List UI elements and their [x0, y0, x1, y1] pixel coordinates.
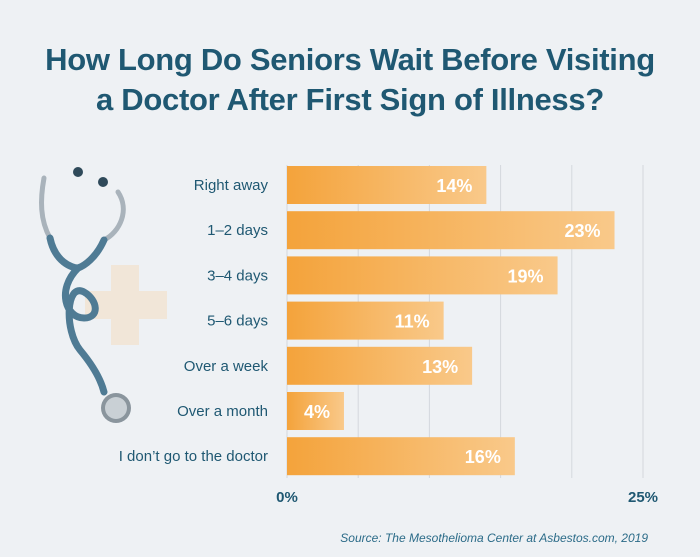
tick-label: 0%	[276, 489, 298, 506]
bars-group: 14% 23% 19% 11% 13% 4% 16%	[287, 166, 615, 476]
value-label: 16%	[465, 447, 501, 467]
category-label: 1–2 days	[207, 222, 268, 239]
axis-tick-labels: 0% 25%	[276, 489, 658, 506]
bar	[287, 346, 473, 385]
value-label: 11%	[395, 312, 430, 332]
category-label: Right away	[194, 177, 269, 194]
title-line-2: a Doctor After First Sign of Illness?	[96, 82, 604, 117]
bar	[287, 437, 515, 476]
title-line-1: How Long Do Seniors Wait Before Visiting	[45, 42, 655, 77]
value-label: 13%	[422, 357, 458, 377]
category-label: I don’t go to the doctor	[119, 448, 268, 465]
chart-title: How Long Do Seniors Wait Before Visiting…	[0, 40, 700, 120]
category-label: Over a month	[177, 403, 268, 420]
category-labels: Right away 1–2 days 3–4 days 5–6 days Over a…	[119, 177, 269, 465]
category-label: Over a week	[184, 358, 269, 375]
bar	[287, 392, 344, 430]
stethoscope-icon	[39, 167, 131, 423]
tick-label: 25%	[628, 489, 658, 506]
value-label: 4%	[304, 402, 330, 422]
bar	[287, 166, 487, 204]
bar	[287, 256, 558, 295]
medical-cross-icon	[85, 265, 167, 345]
value-label: 14%	[436, 176, 472, 196]
category-label: 5–6 days	[207, 313, 268, 330]
value-label: 23%	[564, 221, 600, 241]
source-note: Source: The Mesothelioma Center at Asbes…	[340, 531, 648, 545]
bar	[287, 211, 615, 250]
bar	[287, 301, 444, 340]
value-label: 19%	[508, 266, 544, 286]
category-label: 3–4 days	[207, 267, 268, 284]
